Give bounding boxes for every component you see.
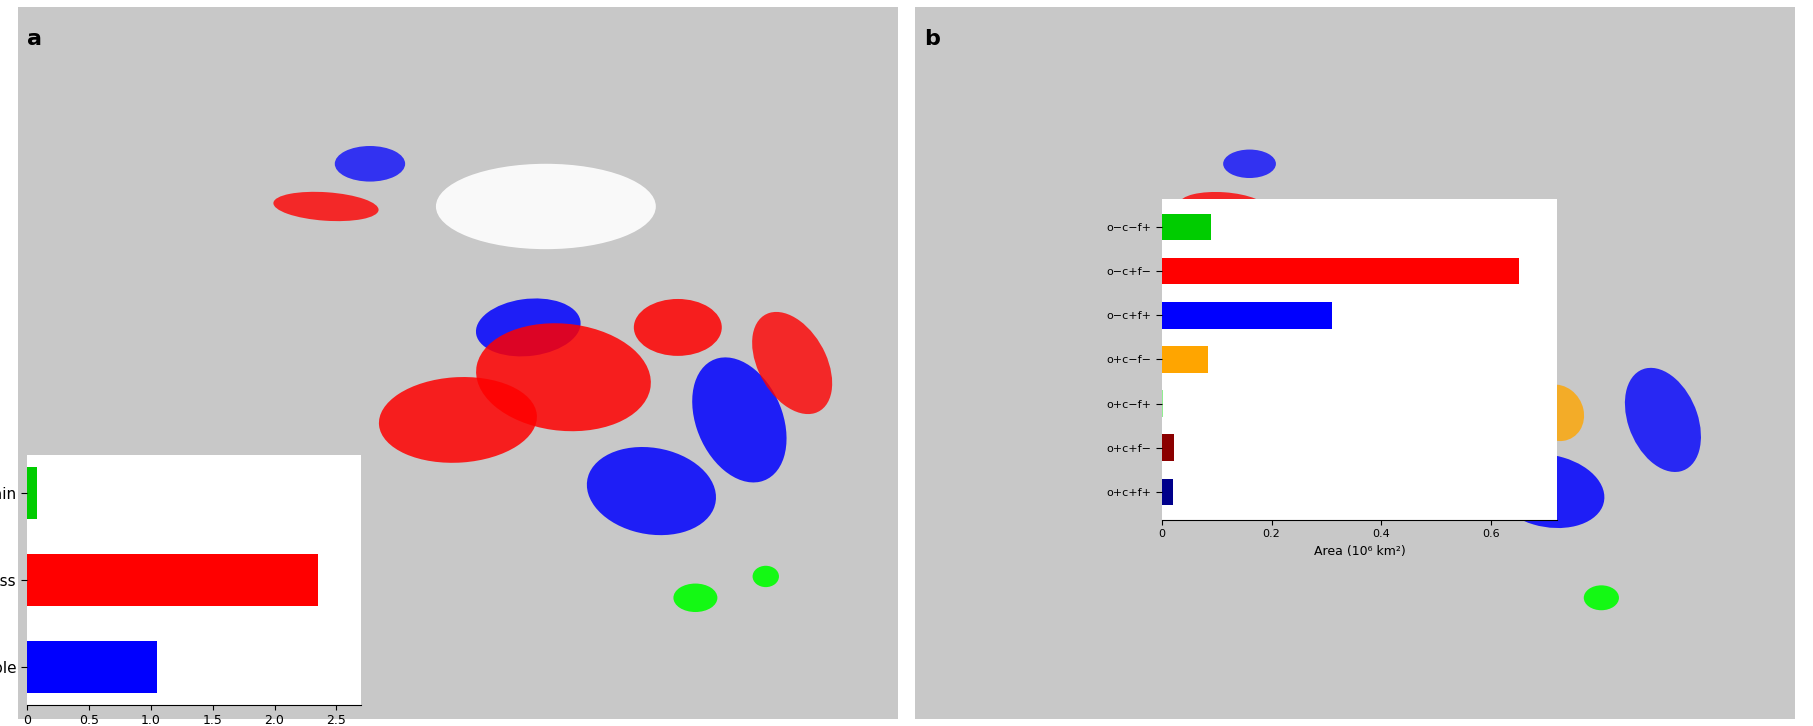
Ellipse shape bbox=[1530, 385, 1585, 441]
Text: a: a bbox=[27, 28, 42, 49]
Ellipse shape bbox=[693, 357, 787, 483]
Text: b: b bbox=[925, 28, 939, 49]
Ellipse shape bbox=[379, 377, 537, 462]
Ellipse shape bbox=[335, 146, 404, 182]
Ellipse shape bbox=[673, 584, 718, 612]
Ellipse shape bbox=[1585, 585, 1619, 611]
Ellipse shape bbox=[274, 192, 379, 221]
Ellipse shape bbox=[1294, 384, 1416, 456]
Ellipse shape bbox=[477, 298, 580, 356]
Ellipse shape bbox=[1382, 334, 1539, 420]
Ellipse shape bbox=[635, 299, 722, 356]
Ellipse shape bbox=[477, 323, 651, 431]
FancyBboxPatch shape bbox=[18, 7, 897, 719]
Ellipse shape bbox=[752, 312, 832, 414]
Ellipse shape bbox=[435, 164, 656, 249]
Ellipse shape bbox=[1624, 368, 1701, 472]
Ellipse shape bbox=[1178, 192, 1267, 221]
Ellipse shape bbox=[1224, 150, 1276, 178]
Ellipse shape bbox=[587, 447, 716, 535]
Ellipse shape bbox=[752, 566, 780, 587]
Ellipse shape bbox=[1492, 454, 1605, 528]
FancyBboxPatch shape bbox=[916, 7, 1795, 719]
